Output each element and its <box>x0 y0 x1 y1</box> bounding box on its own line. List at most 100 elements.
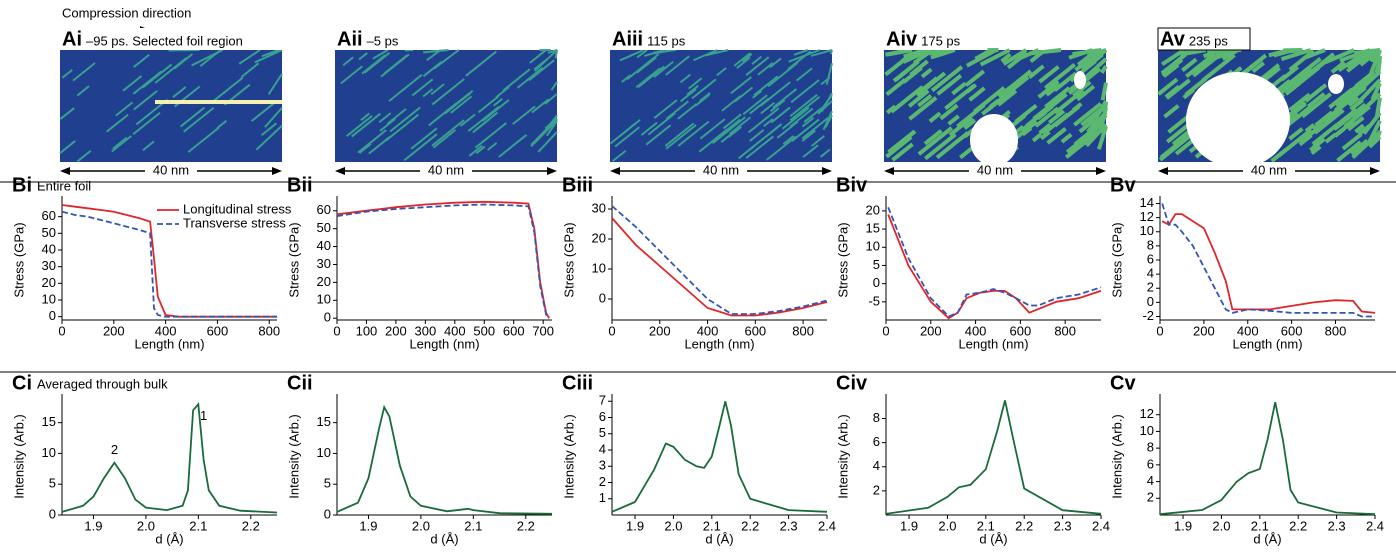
x-tick-label: 800 <box>258 323 280 338</box>
x-tick-label: 2.0 <box>664 518 682 533</box>
y-tick-label: -5 <box>868 293 880 308</box>
chart-title: Biv <box>836 174 868 196</box>
data-line <box>337 202 549 318</box>
panel-time: –95 ps. Selected foil region <box>86 33 243 48</box>
x-tick-label: 1.9 <box>84 518 102 533</box>
x-tick-label: 2.2 <box>741 518 759 533</box>
x-tick-label: 2.2 <box>1289 518 1307 533</box>
y-tick-label: 30 <box>592 200 606 215</box>
y-tick-label: 15 <box>317 414 331 429</box>
y-tick-label: 50 <box>42 225 56 240</box>
scale-arrow-head <box>610 167 620 175</box>
scale-arrow-head <box>547 167 557 175</box>
scale-label: 40 nm <box>977 162 1013 177</box>
x-tick-label: 200 <box>1193 323 1215 338</box>
x-tick-label: 600 <box>207 323 229 338</box>
panel-time: –5 ps <box>367 33 399 48</box>
scale-arrow-head <box>822 167 832 175</box>
x-axis-label: Length (nm) <box>958 336 1028 351</box>
y-tick-label: 5 <box>873 257 880 272</box>
x-tick-label: 100 <box>356 323 378 338</box>
x-tick-label: 200 <box>103 323 125 338</box>
chart-title: Bv <box>1110 174 1136 196</box>
y-tick-label: 0 <box>49 308 56 323</box>
y-tick-label: 0 <box>324 506 331 521</box>
x-axis-label: Length (nm) <box>134 336 204 351</box>
y-tick-label: 60 <box>317 202 331 217</box>
x-tick-label: 200 <box>920 323 942 338</box>
y-tick-label: 0 <box>873 275 880 290</box>
y-axis-label: Intensity (Arb.) <box>835 414 850 499</box>
panel-label: Aiii <box>612 28 643 50</box>
y-tick-label: 12 <box>1140 209 1154 224</box>
scale-arrow-head <box>884 167 894 175</box>
x-tick-label: 2.3 <box>780 518 798 533</box>
chart-title: Biii <box>562 174 593 196</box>
x-tick-label: 600 <box>503 323 525 338</box>
y-axis-label: Intensity (Arb.) <box>1109 414 1124 499</box>
y-tick-label: 5 <box>49 476 56 491</box>
y-tick-label: 2 <box>599 474 606 489</box>
x-tick-label: 2.1 <box>464 518 482 533</box>
x-tick-label: 2.0 <box>938 518 956 533</box>
y-tick-label: 50 <box>317 220 331 235</box>
legend-label: Transverse stress <box>183 215 286 230</box>
y-tick-label: 15 <box>42 414 56 429</box>
x-axis-label: d (Å) <box>1253 531 1281 546</box>
y-tick-label: 10 <box>42 291 56 306</box>
y-tick-label: 2 <box>873 482 880 497</box>
panel-label: Aii <box>337 28 363 50</box>
scale-arrow-head <box>272 167 282 175</box>
y-tick-label: 20 <box>866 202 880 217</box>
y-tick-label: 10 <box>1140 223 1154 238</box>
y-axis-label: Stress (GPa) <box>835 222 850 297</box>
data-line <box>612 401 827 512</box>
y-tick-label: 10 <box>42 445 56 460</box>
y-tick-label: 5 <box>324 476 331 491</box>
panel-time: 115 ps <box>647 33 686 48</box>
x-tick-label: 2.0 <box>137 518 155 533</box>
y-tick-label: 30 <box>317 256 331 271</box>
data-line <box>337 407 552 514</box>
y-tick-label: 14 <box>1140 195 1154 210</box>
chart-subtitle: Entire foil <box>37 178 91 193</box>
x-tick-label: 1.9 <box>900 518 918 533</box>
x-tick-label: 1.9 <box>359 518 377 533</box>
x-tick-label: 2.4 <box>818 518 836 533</box>
y-tick-label: 10 <box>1140 423 1154 438</box>
x-tick-label: 200 <box>649 323 671 338</box>
panel-label: Av <box>1160 28 1186 50</box>
x-tick-label: 0 <box>333 323 340 338</box>
y-tick-label: 20 <box>317 274 331 289</box>
x-tick-label: 1.9 <box>626 518 644 533</box>
y-axis-label: Stress (GPa) <box>561 222 576 297</box>
scale-arrow-head <box>60 167 70 175</box>
sim-defect <box>556 50 557 58</box>
y-axis-label: Stress (GPa) <box>11 222 26 297</box>
y-tick-label: 0 <box>324 310 331 325</box>
y-tick-label: 10 <box>317 292 331 307</box>
sim-defect <box>831 50 832 54</box>
y-tick-label: 0 <box>49 506 56 521</box>
y-tick-label: 3 <box>599 458 606 473</box>
y-tick-label: 10 <box>866 239 880 254</box>
y-tick-label: 2 <box>1147 280 1154 295</box>
x-tick-label: 0 <box>882 323 889 338</box>
y-tick-label: 4 <box>599 441 606 456</box>
data-line <box>612 206 827 314</box>
x-axis-label: d (Å) <box>155 531 183 546</box>
y-tick-label: 20 <box>42 275 56 290</box>
x-tick-label: 800 <box>1325 323 1347 338</box>
data-line <box>1162 204 1375 317</box>
x-tick-label: 2.0 <box>412 518 430 533</box>
x-axis-label: Length (nm) <box>1232 336 1302 351</box>
void <box>1074 71 1086 89</box>
x-axis-label: d (Å) <box>430 531 458 546</box>
sim-image <box>60 50 282 162</box>
y-tick-label: 12 <box>1140 406 1154 421</box>
y-tick-label: 1 <box>599 490 606 505</box>
scale-arrow-head <box>1096 167 1106 175</box>
data-line <box>1160 402 1375 514</box>
chart-title: Bi <box>12 174 32 196</box>
